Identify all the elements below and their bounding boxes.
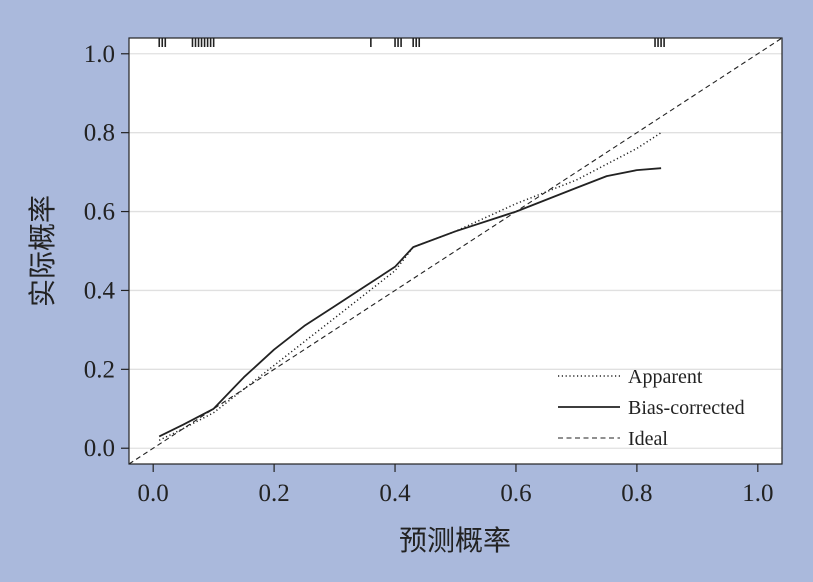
series-line-bias-corrected	[158, 167, 662, 438]
y-axis-ticks: 0.0 0.2 0.4 0.6 0.8 1.0	[84, 41, 129, 462]
y-tick-label: 0.0	[84, 435, 115, 462]
y-tick-label: 0.6	[84, 199, 115, 226]
y-tick-label: 0.8	[84, 120, 115, 147]
x-tick-label: 0.6	[500, 480, 531, 507]
x-tick-label: 0.4	[379, 480, 411, 507]
y-tick-label: 0.2	[84, 356, 115, 383]
series-line-ideal	[128, 37, 783, 465]
plot-frame	[128, 37, 783, 465]
x-tick-label: 0.8	[621, 480, 652, 507]
gridlines	[129, 53, 782, 449]
x-tick-label: 0.2	[258, 480, 289, 507]
y-axis-title: 实际概率	[26, 195, 59, 307]
series-line-apparent	[158, 132, 662, 441]
x-tick-label: 0.0	[138, 480, 169, 507]
x-axis-ticks: 0.0 0.2 0.4 0.6 0.8 1.0	[138, 464, 773, 507]
x-axis-title: 预测概率	[399, 524, 511, 557]
series-lines	[128, 37, 783, 465]
legend-label: Bias-corrected	[628, 397, 745, 419]
x-tick-label: 1.0	[742, 480, 773, 507]
legend: Apparent Bias-corrected Ideal	[558, 366, 745, 450]
y-tick-label: 1.0	[84, 41, 115, 68]
rug-ticks	[158, 38, 665, 47]
legend-label: Ideal	[628, 428, 668, 450]
legend-label: Apparent	[628, 366, 703, 388]
y-tick-label: 0.4	[84, 277, 116, 304]
